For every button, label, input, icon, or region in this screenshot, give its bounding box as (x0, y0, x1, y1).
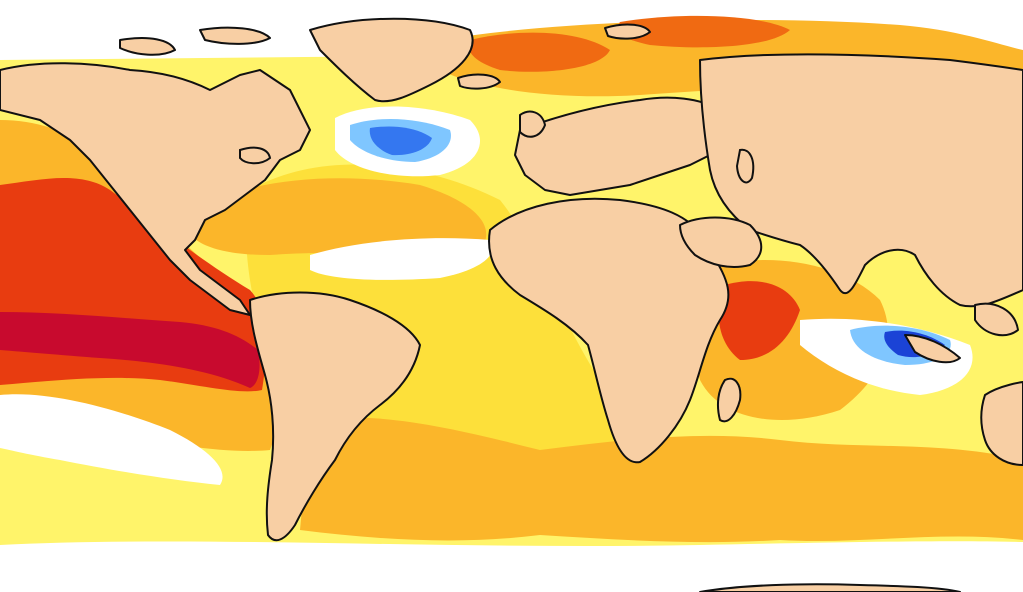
arctic-island-1 (119, 37, 176, 56)
neutral-region-southern-ocean (0, 541, 1023, 592)
warm-region-north-atlantic (180, 178, 487, 255)
warm-region-nino-core (0, 312, 260, 388)
africa-landmass (488, 197, 730, 464)
great-lakes (239, 146, 272, 165)
madagascar-landmass (716, 377, 742, 423)
neutral-region-south-pacific (0, 394, 223, 485)
arabian-peninsula-landmass (679, 216, 763, 268)
warm-region-indian-orange (718, 281, 800, 360)
landmasses (0, 17, 1023, 592)
iceland-landmass (457, 73, 501, 90)
britain-landmass (519, 110, 546, 138)
south-america-landmass (249, 291, 421, 542)
svalbard-landmass (604, 23, 651, 40)
australia-landmass (980, 381, 1023, 466)
europe-landmass (514, 96, 721, 196)
warm-region-barents-orange (617, 15, 790, 48)
neutral-region-tropical-atlantic (310, 238, 493, 280)
cool-region-north-atlantic-core (369, 126, 432, 156)
borneo-landmass (974, 302, 1019, 337)
greenland-landmass (309, 17, 474, 103)
asia-landmass (699, 53, 1023, 308)
caspian-sea (735, 148, 755, 184)
sumatra-landmass (904, 334, 961, 364)
arctic-island-2 (199, 26, 271, 45)
warm-region-gold-south (300, 417, 1023, 543)
antarctica-edge (699, 583, 961, 592)
north-america-landmass (0, 62, 311, 316)
warm-region-arctic-orange (468, 32, 610, 72)
